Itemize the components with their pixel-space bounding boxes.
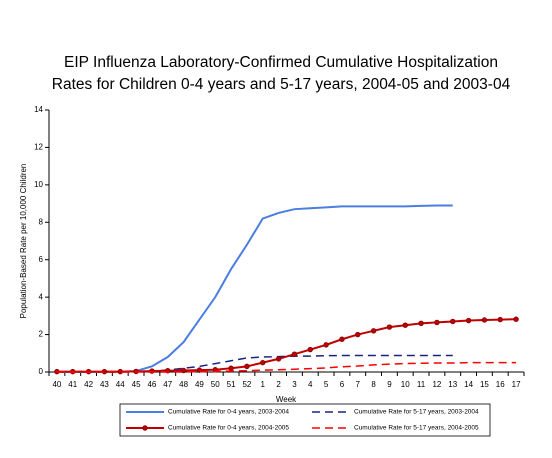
x-tick-label: 11 xyxy=(417,380,426,389)
chart-title: EIP Influenza Laboratory-Confirmed Cumul… xyxy=(64,54,498,71)
legend-box xyxy=(119,403,491,437)
x-tick-label: 50 xyxy=(211,380,220,389)
x-tick-label: 40 xyxy=(52,380,61,389)
x-tick-label: 52 xyxy=(242,380,251,389)
x-axis-label: Week xyxy=(276,395,297,404)
x-tick-label: 9 xyxy=(387,380,392,389)
point xyxy=(513,316,519,322)
x-tick-label: 46 xyxy=(147,380,156,389)
point xyxy=(481,317,488,323)
x-tick-label: 5 xyxy=(324,380,329,389)
line-series xyxy=(56,204,453,373)
point xyxy=(260,359,266,366)
point xyxy=(180,367,187,374)
x-tick-label: 14 xyxy=(464,380,473,389)
point xyxy=(386,324,393,330)
x-tick-label: 16 xyxy=(496,380,505,389)
y-tick-label: 0 xyxy=(39,367,44,376)
point xyxy=(465,317,472,324)
point xyxy=(323,342,329,348)
y-tick-label: 10 xyxy=(34,180,43,189)
legend-label: Cumulative Rate for 5-17 years, 2003-200… xyxy=(354,409,479,416)
x-tick-label: 51 xyxy=(227,380,236,389)
x-tick-label: 15 xyxy=(480,380,489,389)
x-tick-label: 4 xyxy=(308,380,313,389)
x-tick-label: 44 xyxy=(116,380,125,389)
point xyxy=(291,351,298,357)
point xyxy=(228,365,234,371)
x-tick-label: 6 xyxy=(340,380,345,389)
point xyxy=(370,328,377,334)
x-tick-label: 17 xyxy=(512,380,521,389)
point xyxy=(244,363,250,370)
point xyxy=(418,320,424,327)
x-tick-label: 45 xyxy=(132,380,141,389)
y-tick-label: 14 xyxy=(34,105,43,114)
legend-label: Cumulative Rate for 0-4 years, 2004-2005 xyxy=(168,425,289,432)
y-axis-label: Population-Based Rate per 10,000 Childre… xyxy=(19,164,28,319)
point xyxy=(434,319,440,326)
x-tick-label: 13 xyxy=(448,380,457,389)
point xyxy=(450,318,456,325)
point xyxy=(307,346,313,353)
x-tick-label: 41 xyxy=(68,380,77,389)
line-series xyxy=(56,361,517,373)
point xyxy=(497,316,503,323)
x-tick-label: 2 xyxy=(276,380,281,389)
point xyxy=(117,368,123,375)
point xyxy=(275,356,282,362)
point xyxy=(339,336,345,342)
x-tick-label: 3 xyxy=(292,380,297,389)
y-tick-label: 6 xyxy=(39,255,44,264)
legend-label: Cumulative Rate for 5-17 years, 2004-200… xyxy=(354,425,479,432)
x-tick-label: 42 xyxy=(84,380,93,389)
y-tick-label: 4 xyxy=(39,292,44,301)
x-tick-label: 10 xyxy=(401,380,410,389)
chart-title: Rates for Children 0-4 years and 5-17 ye… xyxy=(52,76,511,93)
point xyxy=(355,331,361,338)
x-tick-label: 43 xyxy=(100,380,109,389)
legend-marker xyxy=(142,425,148,431)
x-tick-label: 49 xyxy=(195,380,204,389)
x-tick-label: 1 xyxy=(261,380,266,389)
point xyxy=(402,322,408,328)
x-tick-label: 12 xyxy=(432,380,441,389)
x-tick-label: 8 xyxy=(371,380,376,389)
y-tick-label: 2 xyxy=(39,330,44,339)
x-tick-label: 48 xyxy=(179,380,188,389)
x-tick-label: 47 xyxy=(163,380,172,389)
x-tick-label: 7 xyxy=(356,380,361,389)
legend-label: Cumulative Rate for 0-4 years, 2003-2004 xyxy=(168,409,289,416)
y-tick-label: 8 xyxy=(39,217,44,226)
y-tick-label: 12 xyxy=(34,143,43,152)
